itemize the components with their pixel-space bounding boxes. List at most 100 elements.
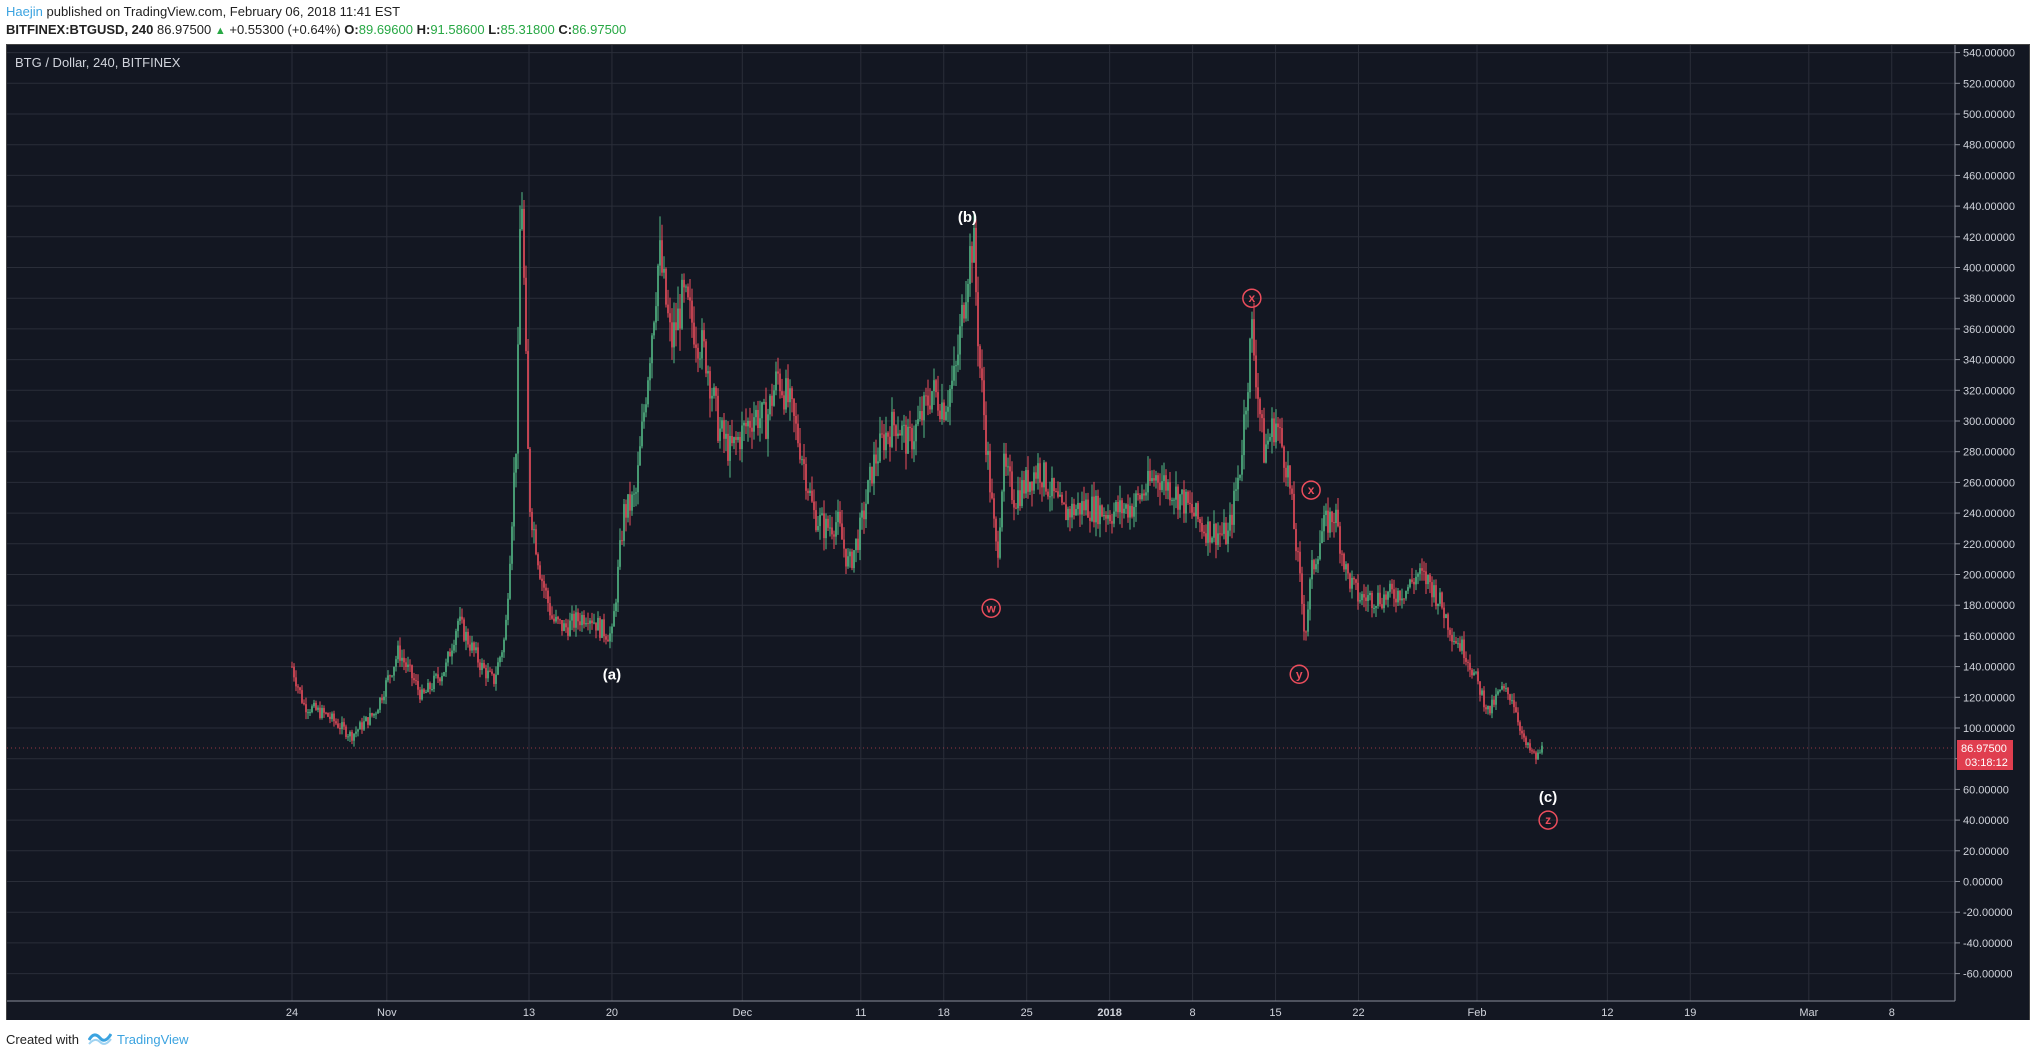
y-tick-label: 460.00000: [1963, 170, 2015, 182]
candle-body: [1029, 481, 1031, 492]
candle-body: [1219, 533, 1221, 535]
candle-body: [1249, 338, 1251, 393]
candle-body: [1445, 614, 1447, 619]
candle-body: [557, 616, 559, 620]
candle-body: [1035, 472, 1037, 479]
candle-body: [1061, 494, 1063, 503]
candle-body: [565, 623, 567, 628]
candle-body: [743, 422, 745, 426]
candle-body: [747, 420, 749, 427]
y-tick-label: 160.00000: [1963, 631, 2015, 643]
candle-body: [789, 388, 791, 403]
candle-body: [1269, 436, 1271, 441]
candle-body: [739, 437, 741, 450]
candle-body: [1033, 472, 1035, 491]
candle-body: [1167, 482, 1169, 491]
candle-body: [651, 335, 653, 364]
candle-body: [835, 522, 837, 537]
candle-body: [973, 227, 975, 263]
candle-body: [1455, 640, 1457, 644]
candle-body: [1095, 495, 1097, 523]
candle-body: [1163, 475, 1165, 482]
candle-body: [297, 686, 299, 688]
chart-header: Haejin published on TradingView.com, Feb…: [0, 0, 2035, 44]
candle-body: [591, 620, 593, 624]
candle-body: [397, 645, 399, 660]
price-chart[interactable]: 540.00000 520.00000 500.00000 480.00000 460.…: [7, 45, 2029, 1021]
candle-body: [1469, 662, 1471, 670]
candle-body: [527, 351, 529, 449]
candle-body: [1393, 589, 1395, 599]
chart-area[interactable]: 540.00000 520.00000 500.00000 480.00000 460.…: [6, 44, 2030, 1022]
candle-body: [991, 492, 993, 499]
candle-body: [1107, 515, 1109, 519]
candle-body: [437, 674, 439, 679]
candle-body: [1185, 491, 1187, 514]
candle-body: [569, 620, 571, 636]
candle-body: [585, 623, 587, 625]
candle-body: [941, 402, 943, 420]
tradingview-logo-icon[interactable]: [88, 1028, 112, 1048]
candle-body: [653, 322, 655, 336]
author-link[interactable]: Haejin: [6, 4, 43, 19]
candle-body: [1503, 686, 1505, 689]
candle-body: [1149, 470, 1151, 482]
candle-body: [431, 689, 433, 691]
candle-body: [713, 387, 715, 396]
wave-label-z: z: [1545, 813, 1551, 827]
candle-body: [917, 419, 919, 425]
candle-body: [1495, 694, 1497, 705]
candle-body: [901, 425, 903, 436]
x-tick-label: Mar: [1799, 1007, 1818, 1019]
candle-body: [411, 665, 413, 679]
tradingview-link[interactable]: TradingView: [117, 1032, 189, 1047]
y-tick-label: 60.00000: [1963, 784, 2009, 796]
candle-body: [1237, 477, 1239, 490]
candle-body: [367, 717, 369, 725]
candle-body: [317, 707, 319, 710]
candle-body: [373, 713, 375, 716]
candle-body: [1199, 519, 1201, 523]
candle-body: [1493, 699, 1495, 705]
y-tick-label: 280.00000: [1963, 447, 2015, 459]
candle-body: [983, 380, 985, 416]
x-tick-label: 18: [938, 1007, 950, 1019]
candle-body: [423, 689, 425, 693]
candle-body: [1449, 629, 1451, 635]
candle-body: [377, 709, 379, 714]
candle-body: [837, 511, 839, 523]
candle-body: [1091, 496, 1093, 521]
candle-body: [343, 722, 345, 727]
candle-body: [379, 697, 381, 710]
candle-body: [689, 297, 691, 301]
candle-body: [1257, 387, 1259, 399]
y-tick-label: 220.00000: [1963, 539, 2015, 551]
y-tick-label: -60.00000: [1963, 969, 2013, 981]
candle-body: [647, 380, 649, 405]
candle-body: [753, 417, 755, 432]
candle-body: [641, 421, 643, 447]
candle-body: [1335, 509, 1337, 524]
candle-body: [1287, 465, 1289, 478]
candle-body: [871, 466, 873, 484]
candle-body: [1537, 752, 1539, 760]
candle-body: [1507, 688, 1509, 695]
candle-body: [303, 702, 305, 705]
candle-body: [1385, 594, 1387, 600]
candle-body: [383, 696, 385, 701]
candle-body: [699, 358, 701, 360]
candle-body: [1201, 522, 1203, 532]
candle-body: [667, 304, 669, 314]
candle-body: [1299, 551, 1301, 574]
candle-body: [613, 611, 615, 627]
candle-body: [839, 511, 841, 524]
candle-body: [553, 618, 555, 622]
candle-body: [587, 623, 589, 625]
candle-body: [861, 510, 863, 518]
candle-body: [1499, 689, 1501, 692]
candle-body: [635, 492, 637, 494]
candle-body: [1471, 669, 1473, 676]
candle-body: [453, 644, 455, 651]
candle-body: [1171, 499, 1173, 501]
candle-body: [873, 454, 875, 484]
